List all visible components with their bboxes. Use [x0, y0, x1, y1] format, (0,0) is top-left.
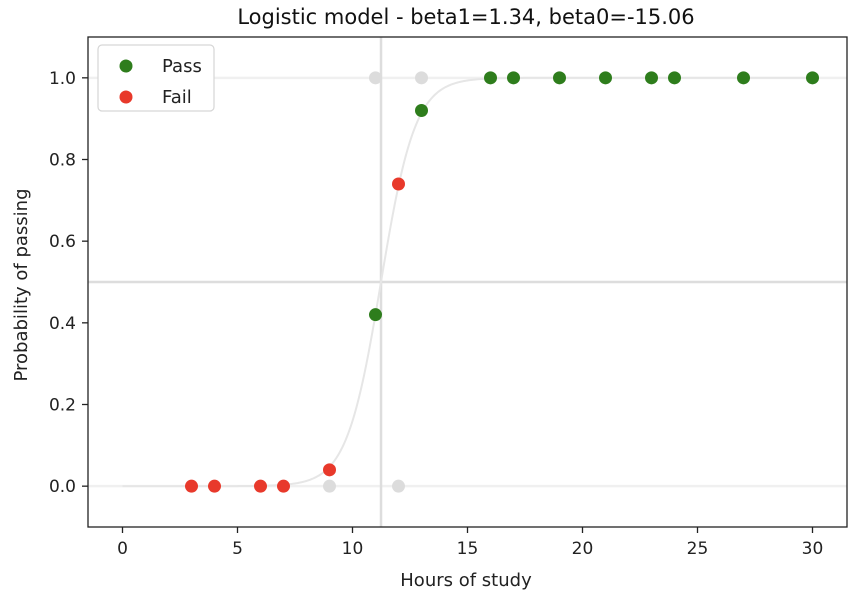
y-tick-label-0: 0.0: [49, 477, 76, 497]
data-point-fail-5: [392, 177, 405, 191]
legend-marker-fail: [119, 90, 133, 104]
x-tick-label-3: 15: [457, 539, 479, 559]
plot-area: 0 5 10 15 20 25 30 0.0 0.2 0.4 0.6 0.8 1.0: [49, 36, 848, 559]
legend: Pass Fail: [97, 44, 215, 112]
y-tick-label-2: 0.4: [49, 314, 76, 334]
legend-box: [97, 44, 215, 112]
data-point-fail-3: [277, 479, 290, 493]
data-point-pass-9: [806, 71, 819, 85]
data-point-reference-2: [369, 71, 382, 85]
x-tick-label-2: 10: [342, 539, 364, 559]
data-point-pass-8: [737, 71, 750, 85]
data-point-reference-3: [415, 71, 428, 85]
legend-label-pass: Pass: [162, 56, 202, 77]
y-tick-label-4: 0.8: [49, 151, 76, 171]
y-tick-label-1: 0.2: [49, 396, 76, 416]
data-point-reference-0: [323, 479, 336, 493]
data-point-pass-6: [645, 71, 658, 85]
data-point-fail-4: [323, 463, 336, 477]
x-tick-label-4: 20: [572, 539, 594, 559]
legend-marker-pass: [119, 59, 133, 73]
y-tick-label-3: 0.6: [49, 232, 76, 252]
y-tick-label-5: 1.0: [49, 69, 76, 89]
data-point-reference-1: [392, 479, 405, 493]
x-tick-label-6: 30: [802, 539, 824, 559]
x-tick-label-0: 0: [117, 539, 128, 559]
data-point-pass-7: [668, 71, 681, 85]
y-axis-label: Probability of passing: [11, 189, 32, 382]
x-tick-label-5: 25: [687, 539, 709, 559]
data-point-fail-1: [208, 479, 221, 493]
data-point-pass-0: [369, 308, 382, 322]
data-point-pass-1: [415, 104, 428, 117]
data-point-fail-2: [254, 479, 267, 493]
data-point-pass-2: [484, 71, 497, 85]
legend-label-fail: Fail: [162, 87, 192, 108]
data-point-pass-5: [599, 71, 612, 85]
x-axis-label: Hours of study: [400, 570, 532, 591]
x-tick-label-1: 5: [232, 539, 243, 559]
data-point-pass-4: [553, 71, 566, 85]
data-point-fail-0: [185, 479, 198, 493]
data-point-pass-3: [507, 71, 520, 85]
chart-title: Logistic model - beta1=1.34, beta0=-15.0…: [237, 5, 694, 29]
logistic-curve: [122, 76, 813, 488]
